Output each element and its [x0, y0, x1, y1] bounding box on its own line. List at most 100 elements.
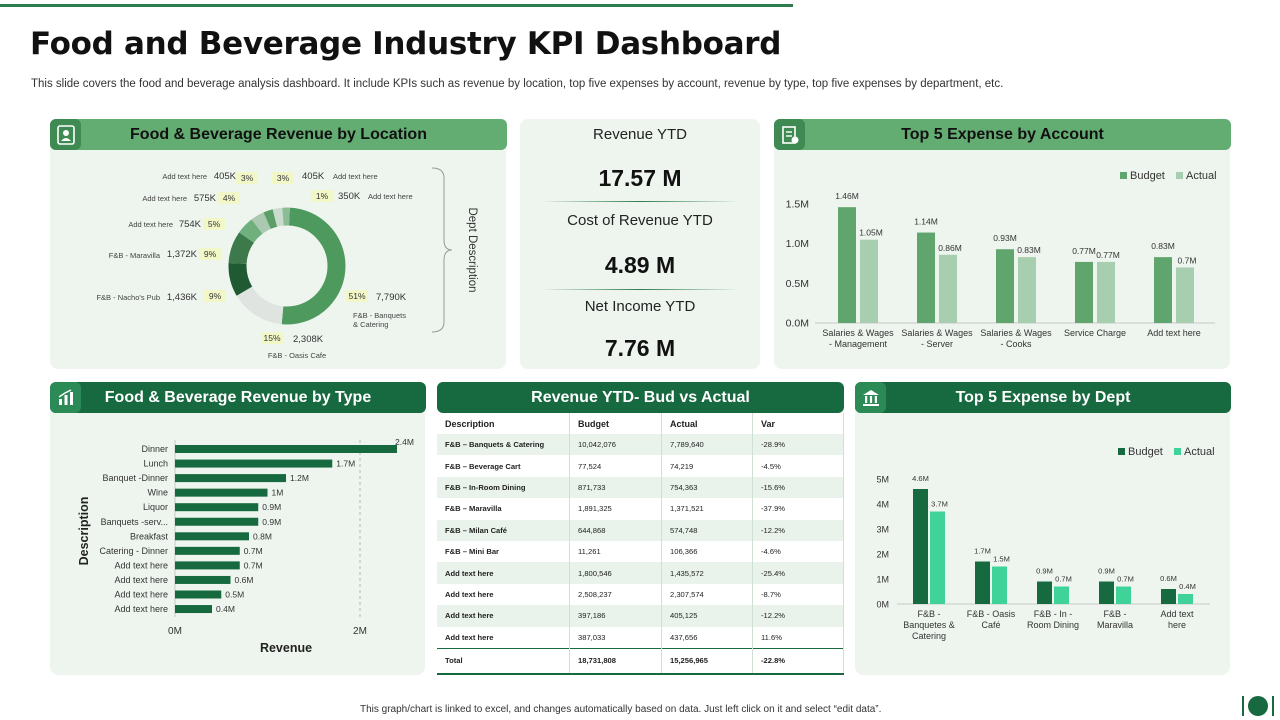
percent-badge: [261, 332, 283, 344]
x-category-label: here: [1168, 620, 1186, 630]
top-accent-line: [0, 4, 793, 7]
x-category-label: - Cooks: [1000, 339, 1032, 349]
page-title: Food and Beverage Industry KPI Dashboard: [30, 26, 782, 62]
location-panel: [50, 119, 506, 369]
table-row: Add text here 1,800,546 1,435,572 -25.4%: [437, 562, 844, 584]
account-panel-title: Top 5 Expense by Account: [901, 125, 1104, 143]
bar: [175, 546, 240, 555]
table-row: Add text here 387,033 437,656 11.6%: [437, 626, 844, 649]
bar: [175, 474, 286, 483]
legend-label: Actual: [1184, 446, 1215, 458]
budtable-panel-title: Revenue YTD- Bud vs Actual: [531, 388, 750, 406]
bar-value-label: 1.7M: [336, 459, 355, 469]
bar: [1178, 594, 1193, 604]
table-cell: -15.6%: [752, 476, 844, 499]
location-panel-title: Food & Beverage Revenue by Location: [130, 125, 427, 143]
donut-value-label: 575K: [194, 193, 217, 204]
y-category-label: Add text here: [114, 590, 168, 600]
donut-name-label: F&B - Banquets: [353, 311, 406, 320]
legend-label: Budget: [1130, 170, 1165, 182]
y-tick-label: 3M: [876, 525, 889, 535]
kpi-net-label: Net Income YTD: [584, 298, 696, 315]
location-side-label: Dept Description: [466, 207, 478, 292]
budget-table: Description Budget Actual Var F&B – Banq…: [437, 413, 844, 675]
bar-value-label: 0.7M: [244, 560, 263, 570]
account-bar-chart: 0.0M 0.5M 1.0M 1.5M 1.46M 1.05M Salaries & Wag…: [786, 170, 1217, 349]
legend-swatch: [1176, 172, 1183, 179]
dept-panel-header: Top 5 Expense by Dept: [855, 382, 1231, 413]
x-category-label: - Server: [921, 339, 953, 349]
donut-value-label: 350K: [338, 191, 361, 202]
legend-swatch: [1118, 448, 1125, 455]
table-cell: Add text here: [437, 562, 570, 584]
legend-swatch: [1174, 448, 1181, 455]
percent-badge: [218, 192, 240, 204]
table-cell: F&B – In-Room Dining: [437, 476, 570, 499]
legend-label: Actual: [1186, 170, 1217, 182]
legend-label: Budget: [1128, 446, 1163, 458]
table-row: F&B – Mini Bar 11,261 106,366 -4.6%: [437, 540, 844, 563]
bar-value-label: 0.7M: [244, 546, 263, 556]
bar: [975, 561, 990, 604]
page-subtitle: This slide covers the food and beverage …: [31, 78, 1004, 90]
receipt-icon: [774, 119, 805, 150]
y-tick-label: 2M: [876, 550, 889, 560]
bar-value-label: 0.93M: [993, 233, 1017, 243]
bar: [175, 561, 240, 570]
table-cell: -4.5%: [752, 455, 844, 477]
table-cell: 397,186: [569, 605, 662, 627]
table-cell: Add text here: [437, 605, 570, 627]
location-donut-chart: 51% 7,790K F&B - Banquets& Catering 15% 2,30…: [96, 167, 478, 360]
donut-name-label: Add text here: [162, 172, 207, 181]
x-category-label: F&B -: [1103, 609, 1126, 619]
bar: [1037, 581, 1052, 604]
donut-name-label: & Catering: [353, 320, 388, 329]
bar-value-label: 0.9M: [262, 517, 281, 527]
bar-value-label: 0.8M: [253, 531, 272, 541]
y-tick-label: 5M: [876, 475, 889, 485]
table-cell: 7,789,640: [661, 434, 753, 456]
table-row: F&B – In-Room Dining 871,733 754,363 -15.6%: [437, 476, 844, 499]
y-category-label: Dinner: [141, 444, 168, 454]
x-category-label: - Management: [829, 339, 888, 349]
percent-badge: [199, 248, 221, 260]
y-category-label: Breakfast: [130, 531, 169, 541]
table-cell: 574,748: [661, 519, 753, 541]
table-cell: -37.9%: [752, 498, 844, 520]
location-icon: [50, 119, 81, 150]
table-cell: 405,125: [661, 605, 753, 627]
y-category-label: Add text here: [114, 560, 168, 570]
donut-slice: [228, 207, 346, 325]
x-category-label: Service Charge: [1064, 328, 1126, 338]
x-category-label: Add text: [1160, 609, 1194, 619]
percent-badge: [203, 218, 225, 230]
x-category-label: Catering: [912, 631, 946, 641]
y-category-label: Wine: [147, 488, 168, 498]
table-cell: 1,891,325: [569, 498, 662, 520]
table-cell: 15,256,965: [661, 647, 753, 675]
bar-value-label: 4.6M: [912, 474, 929, 483]
percent-badge: [272, 172, 294, 184]
percent-badge: [346, 290, 368, 302]
bar-value-label: 0.77M: [1096, 250, 1120, 260]
x-category-label: F&B - In -: [1034, 609, 1073, 619]
y-tick-label: 0.5M: [786, 278, 809, 290]
table-cell: Add text here: [437, 626, 570, 649]
x-category-label: F&B -: [917, 609, 940, 619]
y-tick-label: 0M: [876, 600, 889, 610]
donut-value-label: 7,790K: [376, 292, 407, 303]
table-cell: -12.2%: [752, 519, 844, 541]
donut-percent-label: 1%: [316, 191, 329, 201]
table-cell: -28.9%: [752, 434, 844, 456]
bar: [1018, 257, 1036, 323]
bar-value-label: 0.6M: [1160, 574, 1177, 583]
footnote: This graph/chart is linked to excel, and…: [360, 704, 882, 715]
bar-value-label: 1.5M: [993, 555, 1010, 564]
x-axis-title: Revenue: [260, 641, 312, 655]
x-category-label: Salaries & Wages: [901, 328, 973, 338]
bar: [175, 590, 222, 599]
x-category-label: Room Dining: [1027, 620, 1079, 630]
bar-value-label: 1.46M: [835, 191, 859, 201]
x-category-label: Maravilla: [1097, 620, 1133, 630]
